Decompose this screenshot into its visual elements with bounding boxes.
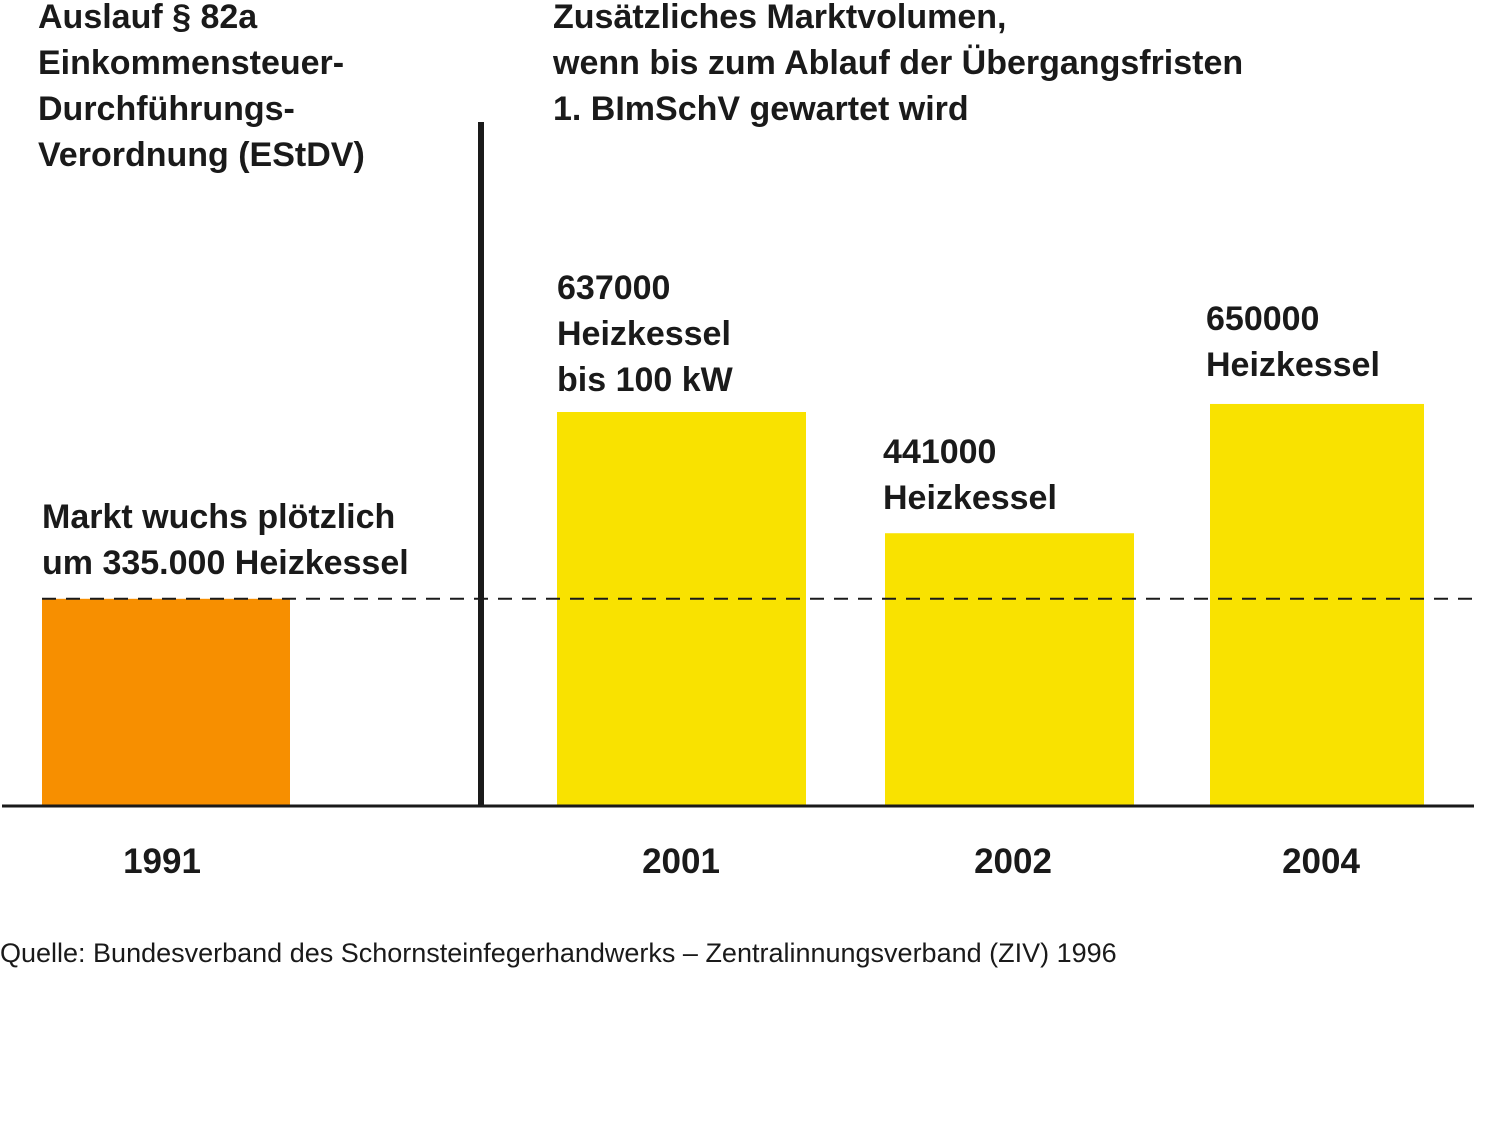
bar-label-2004-line-1: Heizkessel (1206, 346, 1380, 384)
bar-2004 (1210, 403, 1424, 806)
bar-1991 (42, 598, 290, 806)
right-heading-line-1: wenn bis zum Ablauf der Übergangsfristen (552, 44, 1243, 82)
bar-label-2001-line-0: 637000 (557, 269, 670, 307)
tick-label-2004: 2004 (1282, 842, 1360, 881)
bar-label-2004-line-0: 650000 (1206, 300, 1319, 338)
bar-label-2001-line-2: bis 100 kW (557, 361, 734, 399)
left-heading-line-3: Verordnung (EStDV) (38, 136, 365, 174)
left-heading-line-2: Durchführungs- (38, 90, 295, 128)
bar-2002 (885, 533, 1134, 806)
tick-label-2002: 2002 (974, 842, 1052, 881)
left-heading-line-1: Einkommensteuer- (38, 44, 344, 82)
bar-label-1991-line-1: um 335.000 Heizkessel (42, 544, 409, 582)
bar-label-1991-line-0: Markt wuchs plötzlich (42, 498, 395, 536)
left-heading-line-0: Auslauf § 82a (38, 0, 258, 36)
bar-label-2002-line-0: 441000 (883, 433, 996, 471)
right-heading-line-0: Zusätzliches Marktvolumen, (553, 0, 1006, 36)
bar-label-2002-line-1: Heizkessel (883, 479, 1057, 517)
tick-label-2001: 2001 (642, 842, 720, 881)
tick-label-1991: 1991 (123, 842, 201, 881)
bar-2001 (557, 412, 806, 806)
source-note: Quelle: Bundesverband des Schornsteinfeg… (0, 938, 1117, 968)
right-heading-line-2: 1. BImSchV gewartet wird (553, 90, 969, 128)
bar-label-2001-line-1: Heizkessel (557, 315, 731, 353)
